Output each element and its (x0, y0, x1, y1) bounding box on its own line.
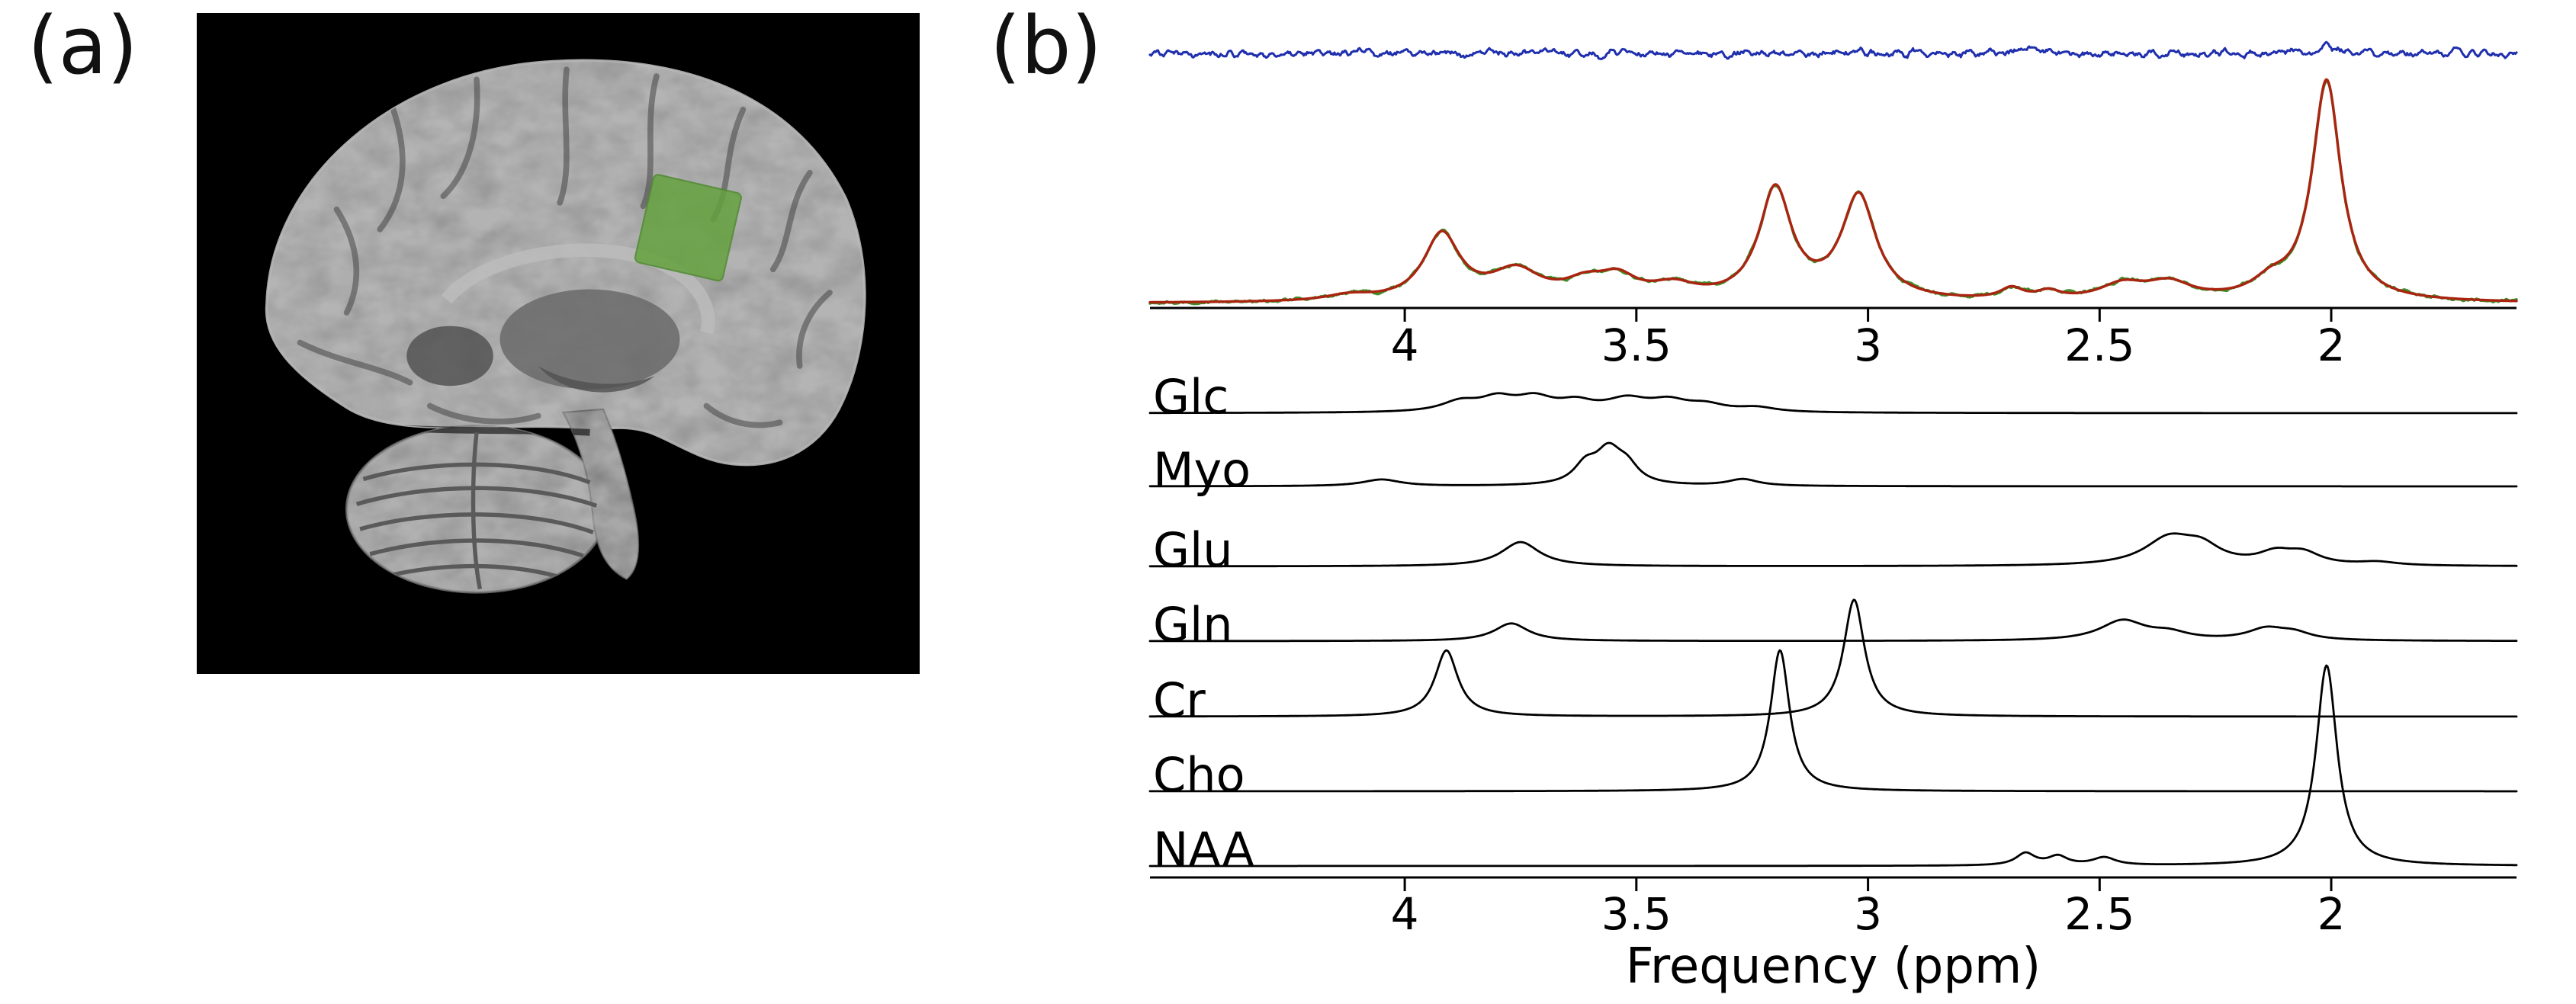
top-axis-tick-label-2-5: 2.5 (2064, 319, 2135, 371)
metabolite-label-myo: Myo (1153, 442, 1251, 498)
metabolite-label-glc: Glc (1153, 369, 1229, 425)
bottom-axis-tick-label-3-5: 3.5 (1601, 888, 1672, 940)
basis-trace-glc (1148, 392, 2518, 415)
basis-trace-gln (1148, 618, 2518, 643)
acquired-trace (1148, 79, 2518, 306)
basis-trace-naa (1148, 664, 2518, 868)
bottom-axis-tick-label-2: 2 (2317, 888, 2346, 940)
top-axis-tick-label-3: 3 (1854, 319, 1882, 371)
basis-trace-myo (1148, 441, 2518, 488)
metabolite-label-gln: Gln (1153, 597, 1233, 653)
dark-insular-region (406, 326, 493, 387)
bottom-axis-tick-label-3: 3 (1854, 888, 1882, 940)
top-axis-tick-label-3-5: 3.5 (1601, 319, 1672, 371)
cerebellum-folia-lines (355, 432, 598, 590)
dark-ventricle-region (538, 365, 655, 393)
panel-a-label: (a) (27, 0, 138, 92)
brain-mri-svg (265, 59, 866, 594)
corpus-callosum (441, 243, 715, 335)
metabolite-label-glu: Glu (1153, 522, 1233, 578)
basis-trace-cho (1148, 649, 2518, 793)
metabolite-label-cr: Cr (1153, 672, 1206, 728)
fit-trace (1148, 78, 2518, 304)
top-axis-tick-label-2: 2 (2317, 319, 2346, 371)
basis-trace-glu (1148, 532, 2518, 568)
thalamus-region (499, 289, 680, 390)
bottom-axis-tick-label-4: 4 (1390, 888, 1419, 940)
x-axis-title: Frequency (ppm) (1625, 938, 2041, 995)
basis-trace-cr (1148, 598, 2518, 718)
top-axis-tick-label-4: 4 (1390, 319, 1419, 371)
panel-b-label: (b) (990, 0, 1103, 92)
voxel-overlay (634, 174, 742, 282)
brain-mri-image (197, 13, 920, 674)
metabolite-label-naa: NAA (1153, 822, 1254, 877)
bottom-axis-tick-label-2-5: 2.5 (2064, 888, 2135, 940)
metabolite-label-cho: Cho (1153, 747, 1245, 803)
residual-trace (1148, 40, 2518, 60)
